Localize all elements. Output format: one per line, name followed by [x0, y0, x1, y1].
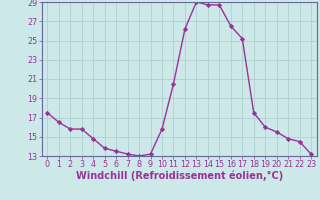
X-axis label: Windchill (Refroidissement éolien,°C): Windchill (Refroidissement éolien,°C) — [76, 171, 283, 181]
